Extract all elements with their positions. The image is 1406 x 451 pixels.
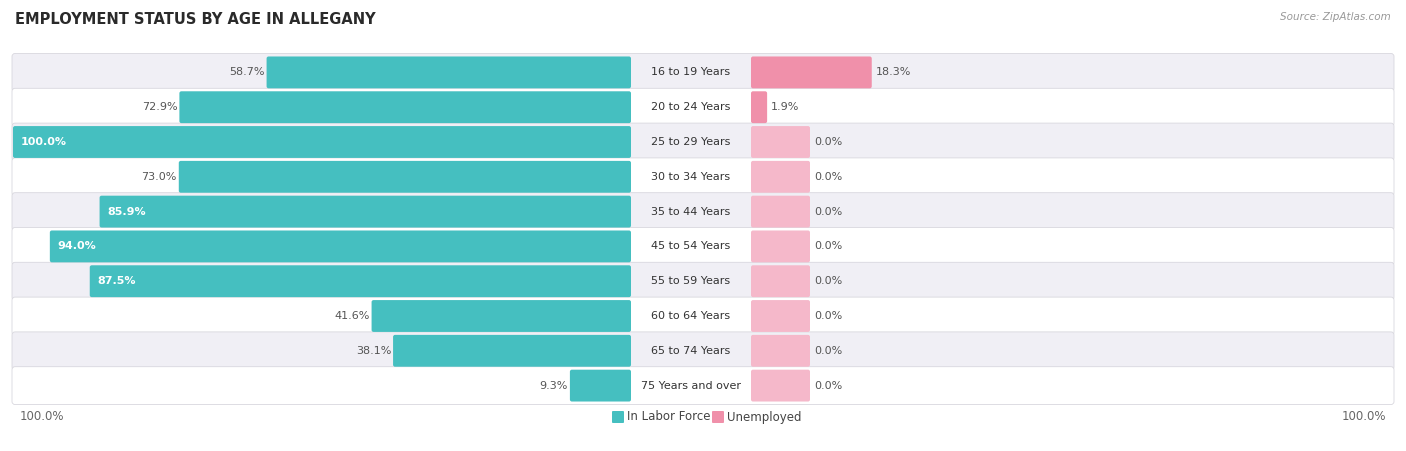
FancyBboxPatch shape: [13, 227, 1393, 265]
FancyBboxPatch shape: [179, 161, 631, 193]
FancyBboxPatch shape: [569, 370, 631, 401]
Text: 72.9%: 72.9%: [142, 102, 177, 112]
Text: 100.0%: 100.0%: [21, 137, 67, 147]
FancyBboxPatch shape: [751, 335, 810, 367]
FancyBboxPatch shape: [13, 262, 1393, 300]
Text: 16 to 19 Years: 16 to 19 Years: [651, 67, 731, 78]
FancyBboxPatch shape: [371, 300, 631, 332]
FancyBboxPatch shape: [751, 230, 810, 262]
Text: 38.1%: 38.1%: [356, 346, 391, 356]
FancyBboxPatch shape: [612, 411, 624, 423]
Text: 20 to 24 Years: 20 to 24 Years: [651, 102, 731, 112]
FancyBboxPatch shape: [13, 158, 1393, 196]
Text: 1.9%: 1.9%: [770, 102, 800, 112]
Text: 41.6%: 41.6%: [335, 311, 370, 321]
Text: EMPLOYMENT STATUS BY AGE IN ALLEGANY: EMPLOYMENT STATUS BY AGE IN ALLEGANY: [15, 12, 375, 27]
FancyBboxPatch shape: [751, 300, 810, 332]
FancyBboxPatch shape: [13, 193, 1393, 230]
Text: 18.3%: 18.3%: [876, 67, 911, 78]
Text: 94.0%: 94.0%: [58, 241, 97, 251]
Text: 30 to 34 Years: 30 to 34 Years: [651, 172, 731, 182]
Text: 75 Years and over: 75 Years and over: [641, 381, 741, 391]
Text: 58.7%: 58.7%: [229, 67, 264, 78]
FancyBboxPatch shape: [751, 161, 810, 193]
Text: 0.0%: 0.0%: [814, 207, 842, 216]
FancyBboxPatch shape: [711, 411, 724, 423]
Text: 100.0%: 100.0%: [1341, 410, 1386, 423]
FancyBboxPatch shape: [13, 54, 1393, 91]
Text: 65 to 74 Years: 65 to 74 Years: [651, 346, 731, 356]
FancyBboxPatch shape: [13, 367, 1393, 405]
Text: Unemployed: Unemployed: [727, 410, 801, 423]
Text: 25 to 29 Years: 25 to 29 Years: [651, 137, 731, 147]
Text: 0.0%: 0.0%: [814, 137, 842, 147]
FancyBboxPatch shape: [751, 196, 810, 227]
FancyBboxPatch shape: [751, 56, 872, 88]
FancyBboxPatch shape: [751, 126, 810, 158]
FancyBboxPatch shape: [751, 265, 810, 297]
Text: 87.5%: 87.5%: [98, 276, 136, 286]
Text: In Labor Force: In Labor Force: [627, 410, 710, 423]
FancyBboxPatch shape: [13, 297, 1393, 335]
Text: 0.0%: 0.0%: [814, 311, 842, 321]
FancyBboxPatch shape: [751, 91, 768, 123]
FancyBboxPatch shape: [90, 265, 631, 297]
FancyBboxPatch shape: [180, 91, 631, 123]
Text: 0.0%: 0.0%: [814, 241, 842, 251]
FancyBboxPatch shape: [394, 335, 631, 367]
FancyBboxPatch shape: [13, 88, 1393, 126]
FancyBboxPatch shape: [267, 56, 631, 88]
Text: 73.0%: 73.0%: [142, 172, 177, 182]
Text: 35 to 44 Years: 35 to 44 Years: [651, 207, 731, 216]
Text: Source: ZipAtlas.com: Source: ZipAtlas.com: [1281, 12, 1391, 22]
Text: 0.0%: 0.0%: [814, 381, 842, 391]
Text: 9.3%: 9.3%: [540, 381, 568, 391]
FancyBboxPatch shape: [751, 370, 810, 401]
Text: 60 to 64 Years: 60 to 64 Years: [651, 311, 731, 321]
FancyBboxPatch shape: [13, 126, 631, 158]
FancyBboxPatch shape: [49, 230, 631, 262]
Text: 100.0%: 100.0%: [20, 410, 65, 423]
Text: 0.0%: 0.0%: [814, 172, 842, 182]
FancyBboxPatch shape: [100, 196, 631, 227]
Text: 0.0%: 0.0%: [814, 346, 842, 356]
Text: 55 to 59 Years: 55 to 59 Years: [651, 276, 731, 286]
Text: 85.9%: 85.9%: [108, 207, 146, 216]
Text: 45 to 54 Years: 45 to 54 Years: [651, 241, 731, 251]
FancyBboxPatch shape: [13, 332, 1393, 370]
FancyBboxPatch shape: [13, 123, 1393, 161]
Text: 0.0%: 0.0%: [814, 276, 842, 286]
